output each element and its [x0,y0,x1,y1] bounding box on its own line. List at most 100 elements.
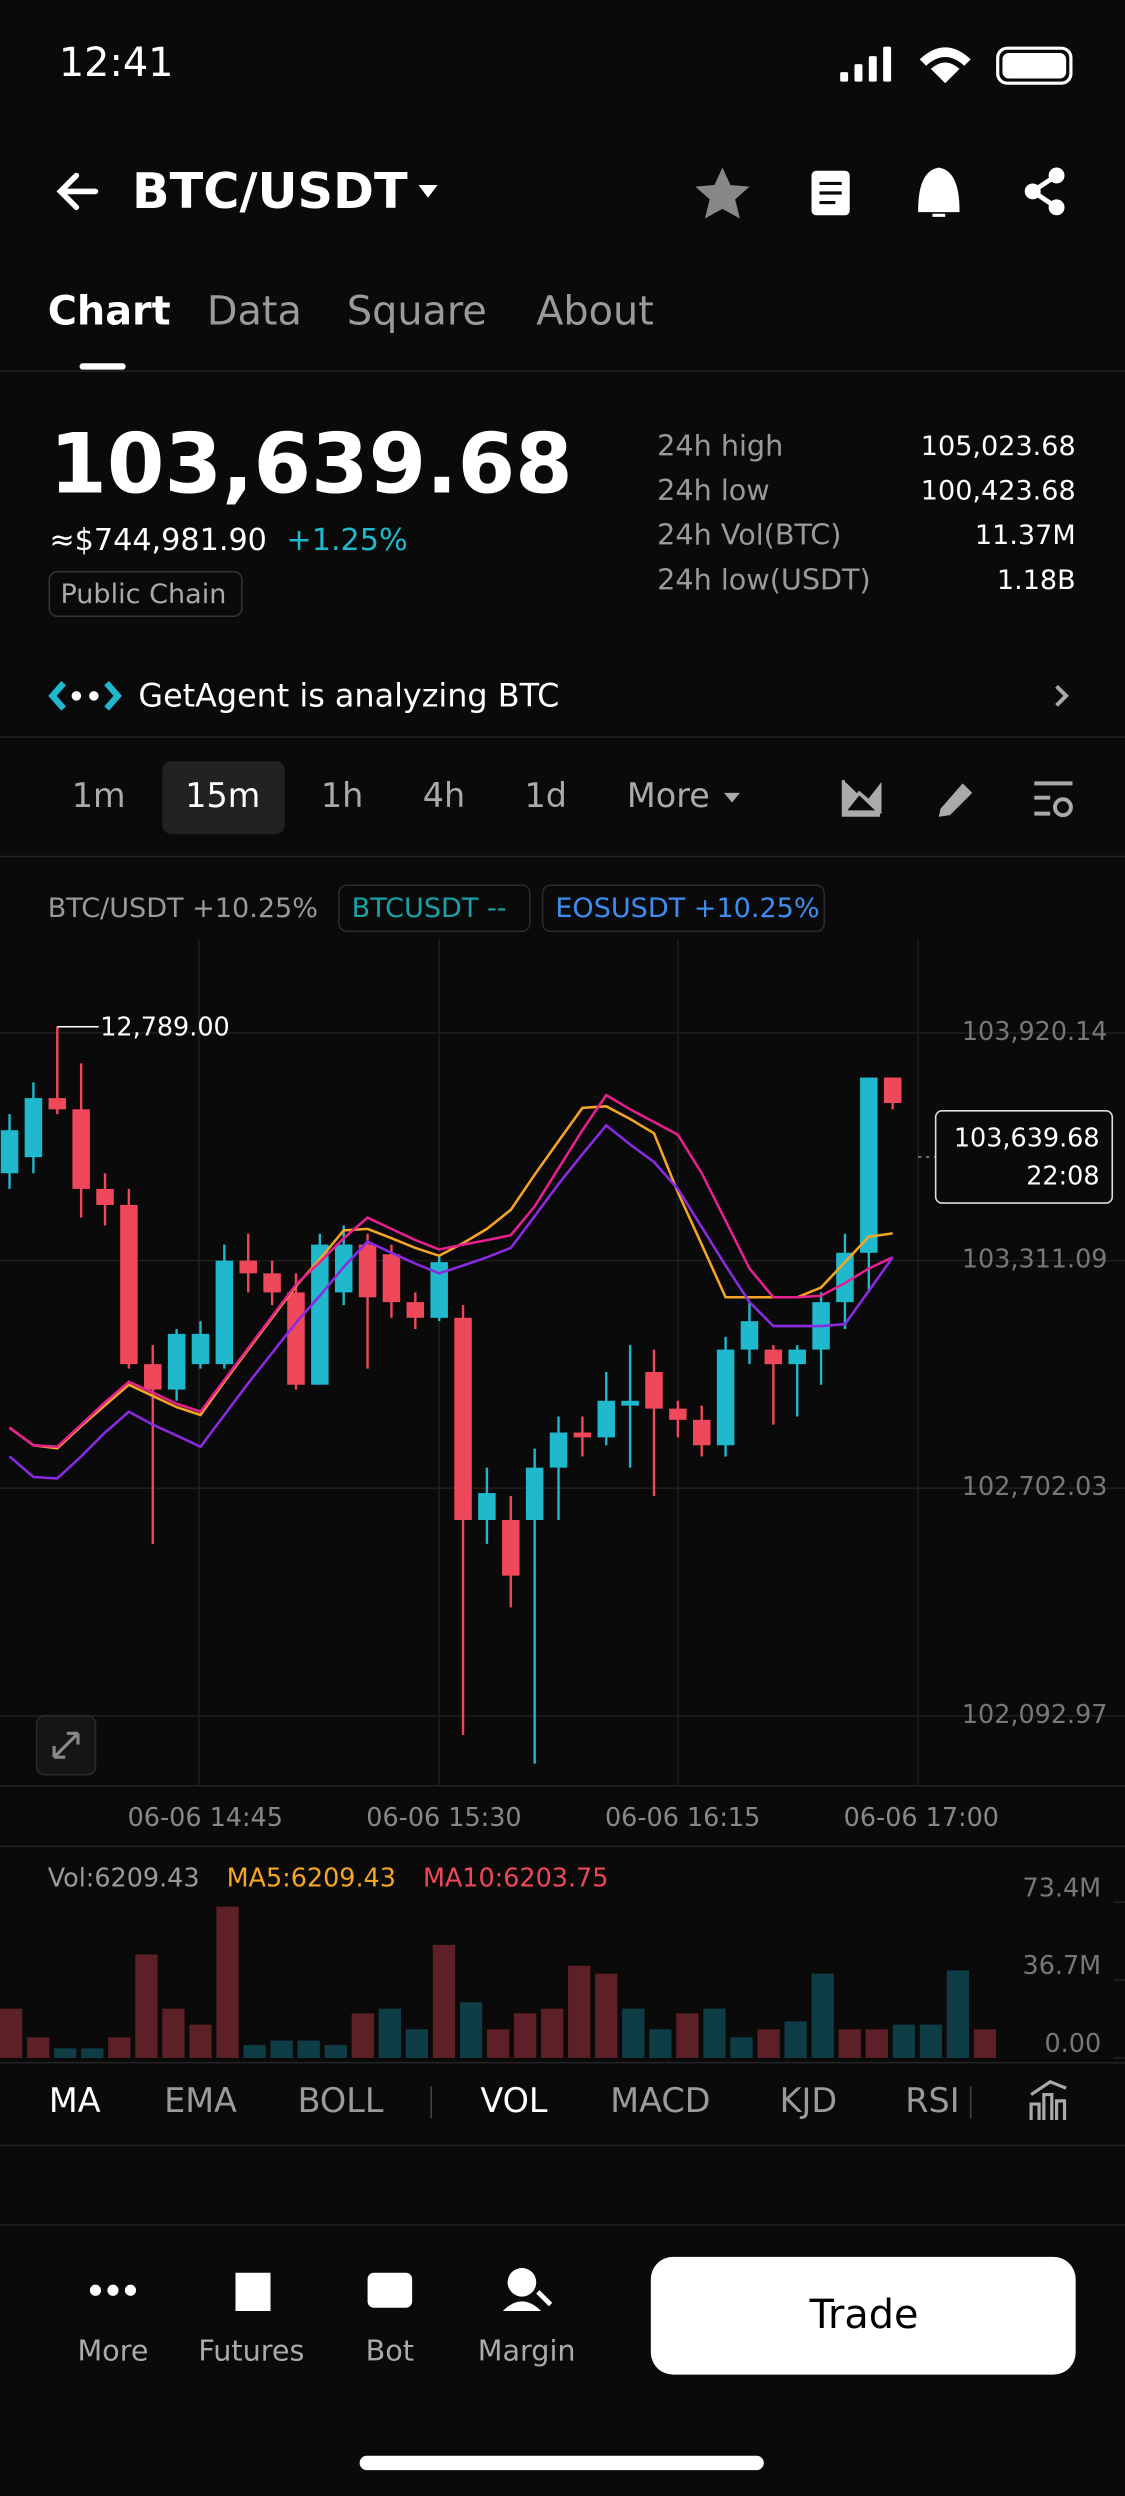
candle-body [215,1260,234,1365]
bot-icon[interactable] [367,2272,413,2308]
candle-body [669,1408,687,1420]
volume-bar [676,2013,699,2058]
volume-bar [892,2024,915,2058]
draw-icon[interactable] [938,783,973,817]
tab[interactable]: Data [207,288,302,334]
notes-icon[interactable] [811,170,850,216]
volume-bar [81,2048,104,2058]
indicator-settings[interactable] [1029,2080,1067,2120]
tab[interactable]: Square [347,288,487,334]
volume-bar [865,2029,888,2058]
kline-chart: 103,920.14 103,311.09 102,702.03 102,092.97… [0,1012,1125,1833]
stat-value: 105,023.68 [921,431,1076,462]
x-tick-label: 06-06 15:30 [366,1803,521,1833]
volume-bar [703,2008,726,2058]
expand-icon[interactable] [52,1731,80,1759]
stat-value: 100,423.68 [921,476,1076,507]
candle-body [645,1372,663,1409]
volume-bar [432,1944,456,2058]
margin-icon[interactable] [502,2267,553,2311]
candle-body [191,1333,210,1365]
candle-body [358,1244,377,1298]
compare-name: BTCUSDT [352,893,479,924]
volume-legend: MA10:6203.75 [423,1864,608,1894]
tab[interactable]: Chart [48,288,171,334]
pair-title[interactable]: BTC/USDT [132,162,408,220]
ma-line [8,1123,894,1480]
candle-body [788,1349,806,1365]
tab[interactable]: About [536,288,654,334]
trade-button[interactable] [650,2256,1076,2375]
more-icon[interactable] [89,2284,137,2296]
battery-level [1002,52,1067,79]
last-price: 103,639.68 [49,415,572,512]
favorite-icon[interactable] [695,167,750,219]
compare-chip[interactable] [541,884,826,933]
indicator[interactable]: MACD [610,2081,710,2120]
interval[interactable]: 15m [185,776,260,815]
volume-bar [973,2029,997,2058]
nav-label[interactable]: Bot [366,2333,414,2367]
share-icon[interactable] [1024,167,1065,216]
indicator[interactable]: EMA [164,2081,237,2120]
volume-legend: MA5:6209.43 [227,1864,396,1894]
chart-type-icon[interactable] [841,780,882,817]
volume-bar [405,2029,429,2058]
price-change: +1.25% [286,523,407,558]
candle-body [454,1317,472,1520]
stat-label: 24h low [657,473,770,507]
compare-change: +10.25% [192,893,318,924]
candle-body [239,1260,257,1274]
back-button[interactable] [56,172,99,211]
nav-label[interactable]: Margin [478,2333,576,2367]
candle-body [72,1109,90,1189]
volume-bar [135,1954,158,2058]
nav-label[interactable]: Futures [198,2333,304,2367]
compare-chip[interactable] [338,884,531,933]
home-indicator [359,2455,764,2471]
wifi-icon [919,47,971,84]
interval-selected [162,761,285,835]
indicator[interactable]: KJD [780,2081,837,2120]
indicator[interactable]: VOL [480,2081,548,2120]
agent-text[interactable]: GetAgent is analyzing BTC [138,676,559,714]
futures-icon[interactable] [235,2272,271,2311]
volume-bar [513,2013,537,2058]
candle-body [24,1098,43,1158]
volume-bar [324,2045,347,2058]
interval[interactable]: More [627,776,710,815]
indicator[interactable]: RSI [905,2081,959,2120]
trade-label[interactable]: Trade [809,2292,919,2338]
alert-icon[interactable] [918,167,960,217]
volume-chart: Vol:6209.43 MA5:6209.43 MA10:6203.75 73.4M 3… [0,1864,1125,2059]
more-dropdown[interactable] [724,792,740,803]
candle-body [406,1302,425,1318]
pair-dropdown[interactable] [418,185,438,198]
compare-chip-text[interactable]: BTCUSDT -- [352,893,507,924]
volume-tick-label: 73.4M [1023,1873,1102,1903]
indicator[interactable]: BOLL [298,2081,384,2120]
interval[interactable]: 4h [423,776,465,815]
volume-bar [541,2008,564,2058]
candle-body [144,1364,162,1390]
candle-body [287,1292,305,1385]
compare-name: EOSUSDT [555,893,685,924]
agent-arrow[interactable] [1055,684,1069,707]
indicator[interactable]: MA [49,2081,101,2120]
battery-icon [996,46,1073,85]
settings-icon[interactable] [1034,781,1073,818]
y-tick-label: 103,311.09 [962,1245,1108,1275]
candle-body [167,1333,186,1390]
nav-label[interactable]: More [77,2333,148,2367]
ma-line [8,1093,894,1449]
volume-bar [243,2045,266,2058]
interval[interactable]: 1m [72,776,126,815]
compare-chip-text[interactable]: EOSUSDT +10.25% [555,893,819,924]
candle-body [263,1273,281,1293]
compare-change: +10.25% [694,893,820,924]
interval[interactable]: 1d [525,776,567,815]
volume-bar [730,2037,753,2058]
interval[interactable]: 1h [321,776,363,815]
compare-main: BTC/USDT +10.25% [48,893,318,924]
